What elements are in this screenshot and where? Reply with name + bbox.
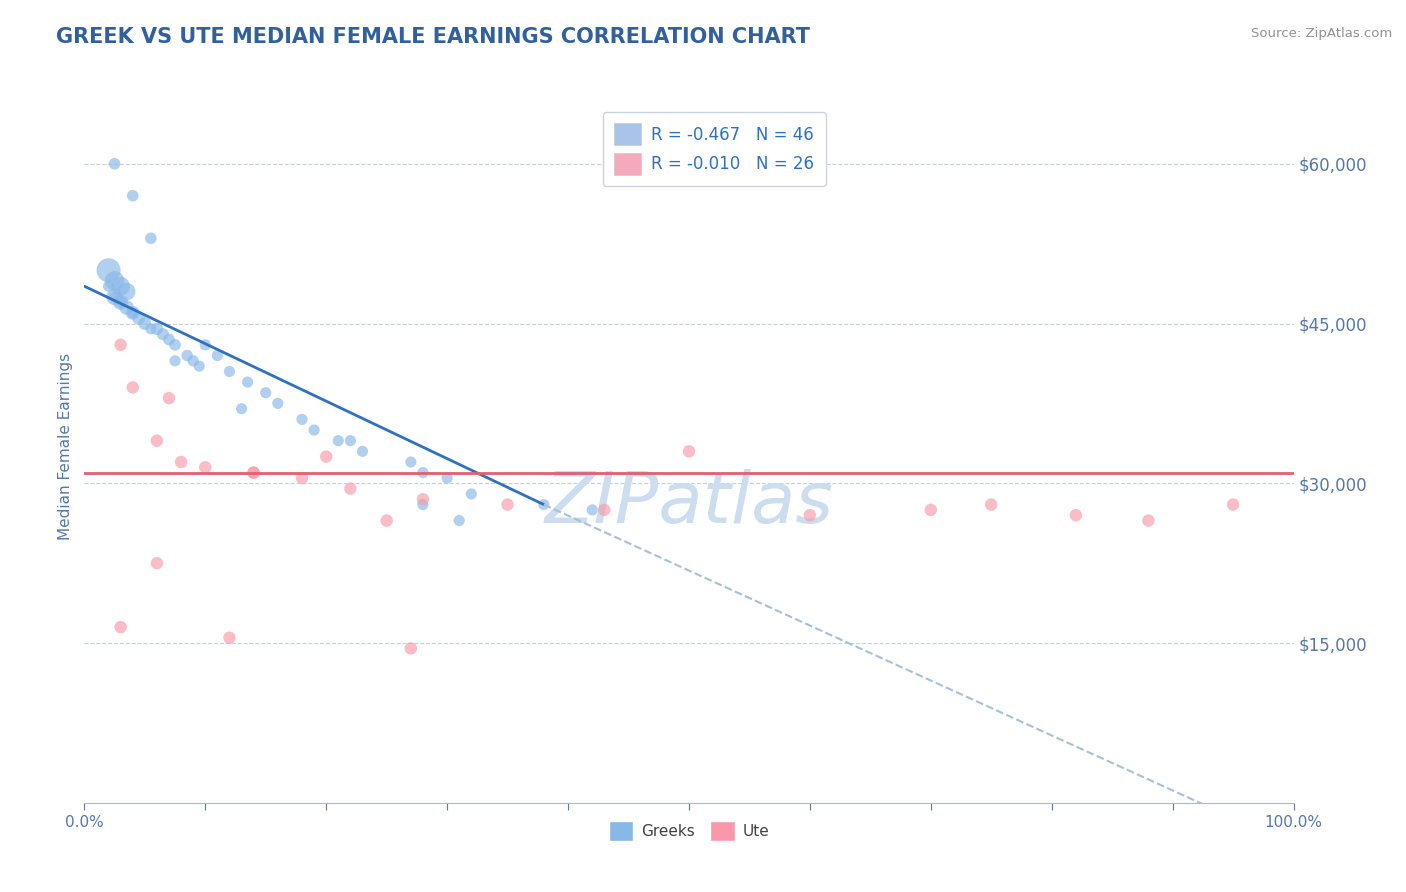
Point	[194, 460, 217, 475]
Point	[339, 434, 361, 448]
Point	[104, 290, 127, 304]
Point	[460, 487, 482, 501]
Point	[104, 290, 127, 304]
Point	[254, 385, 277, 400]
Point	[194, 338, 217, 352]
Point	[339, 482, 361, 496]
Point	[104, 274, 127, 288]
Point	[412, 492, 434, 507]
Point	[110, 279, 132, 293]
Point	[302, 423, 325, 437]
Point	[121, 188, 143, 202]
Point	[218, 631, 240, 645]
Point	[165, 353, 187, 368]
Point	[436, 471, 458, 485]
Point	[170, 455, 193, 469]
Text: ZIPatlas: ZIPatlas	[544, 468, 834, 538]
Point	[128, 311, 150, 326]
Point	[152, 327, 174, 342]
Point	[97, 279, 120, 293]
Point	[980, 498, 1002, 512]
Point	[267, 396, 290, 410]
Point	[110, 620, 132, 634]
Point	[328, 434, 350, 448]
Point	[920, 503, 942, 517]
Point	[104, 157, 127, 171]
Point	[236, 375, 259, 389]
Point	[110, 295, 132, 310]
Point	[581, 503, 603, 517]
Point	[139, 322, 162, 336]
Point	[157, 333, 180, 347]
Legend: Greeks, Ute: Greeks, Ute	[602, 814, 776, 848]
Point	[1064, 508, 1087, 523]
Point	[1137, 514, 1160, 528]
Point	[291, 471, 314, 485]
Point	[412, 498, 434, 512]
Point	[242, 466, 264, 480]
Point	[315, 450, 337, 464]
Point	[139, 231, 162, 245]
Point	[593, 503, 616, 517]
Point	[121, 306, 143, 320]
Point	[449, 514, 471, 528]
Point	[231, 401, 253, 416]
Point	[496, 498, 519, 512]
Point	[110, 295, 132, 310]
Point	[412, 466, 434, 480]
Point	[134, 317, 156, 331]
Point	[678, 444, 700, 458]
Point	[97, 263, 120, 277]
Point	[157, 391, 180, 405]
Point	[146, 434, 169, 448]
Point	[181, 353, 204, 368]
Point	[121, 306, 143, 320]
Point	[115, 301, 138, 315]
Point	[176, 349, 198, 363]
Point	[207, 349, 229, 363]
Point	[146, 556, 169, 570]
Point	[799, 508, 821, 523]
Point	[399, 455, 422, 469]
Point	[115, 285, 138, 299]
Point	[533, 498, 555, 512]
Point	[242, 466, 264, 480]
Point	[146, 322, 169, 336]
Point	[218, 364, 240, 378]
Point	[165, 338, 187, 352]
Point	[188, 359, 211, 373]
Point	[291, 412, 314, 426]
Point	[110, 338, 132, 352]
Point	[399, 641, 422, 656]
Point	[1222, 498, 1244, 512]
Text: Source: ZipAtlas.com: Source: ZipAtlas.com	[1251, 27, 1392, 40]
Point	[352, 444, 374, 458]
Y-axis label: Median Female Earnings: Median Female Earnings	[58, 352, 73, 540]
Point	[375, 514, 398, 528]
Point	[121, 380, 143, 394]
Text: GREEK VS UTE MEDIAN FEMALE EARNINGS CORRELATION CHART: GREEK VS UTE MEDIAN FEMALE EARNINGS CORR…	[56, 27, 810, 46]
